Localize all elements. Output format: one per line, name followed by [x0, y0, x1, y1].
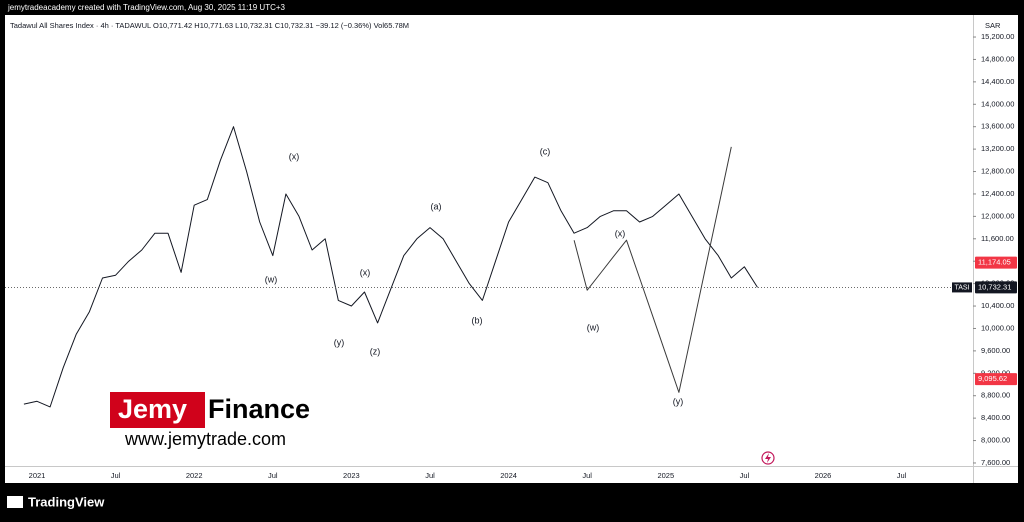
y-tick-label: 9,200.00: [981, 368, 1010, 377]
x-tick-label: 2025: [657, 471, 674, 480]
footer-brand: TradingView: [28, 494, 105, 509]
x-tick-label: Jul: [582, 471, 592, 480]
y-tick-label: 9,600.00: [981, 346, 1010, 355]
wave-label: (x): [615, 228, 626, 238]
y-tick-label: 8,800.00: [981, 391, 1010, 400]
price-tag: [975, 373, 1017, 386]
x-tick-label: Jul: [740, 471, 750, 480]
y-tick-label: 15,200.00: [981, 32, 1014, 41]
symbol-tag: [952, 282, 972, 293]
icon-ring: [761, 451, 775, 465]
wave-label: (x): [360, 267, 371, 277]
wave-label: (a): [431, 201, 442, 211]
chart-title: Tadawul All Shares Index · 4h · TADAWUL: [10, 21, 151, 30]
y-tick-label: 12,400.00: [981, 189, 1014, 198]
wave-label: (b): [472, 315, 483, 325]
wave-label: (y): [334, 337, 345, 347]
ohlc: O10,771.42 H10,771.63 L10,732.31 C10,732…: [153, 21, 409, 30]
y-axis-label: SAR: [985, 21, 1001, 30]
y-tick-label: 10,000.00: [981, 323, 1014, 332]
y-tick-label: 13,600.00: [981, 122, 1014, 131]
projection-line: [573, 146, 732, 393]
price-tag-label: 9,095.62: [978, 374, 1007, 383]
price-tag-label: 10,732.31: [978, 282, 1011, 291]
brand-box: [110, 392, 205, 428]
brand-first: Jemy: [118, 394, 187, 424]
wave-label: (y): [673, 396, 684, 406]
price-tag-label: 11,174.05: [978, 258, 1011, 267]
x-tick-label: 2021: [29, 471, 46, 480]
footer: TradingView: [7, 494, 105, 509]
y-tick-label: 7,600.00: [981, 458, 1010, 467]
y-tick-label: 13,200.00: [981, 144, 1014, 153]
brand-url: www.jemytrade.com: [124, 429, 286, 449]
x-tick-label: 2024: [500, 471, 517, 480]
x-tick-label: Jul: [111, 471, 121, 480]
y-tick-label: 10,400.00: [981, 301, 1014, 310]
wave-label: (z): [370, 346, 381, 356]
wave-label: (c): [540, 146, 551, 156]
icon-bolt: [765, 453, 771, 463]
wave-label: (w): [265, 274, 278, 284]
x-tick-label: Jul: [897, 471, 907, 480]
y-tick-label: 8,400.00: [981, 413, 1010, 422]
y-tick-label: 8,000.00: [981, 436, 1010, 445]
wave-label: (x): [289, 151, 300, 161]
y-tick-label: 12,800.00: [981, 167, 1014, 176]
wave-label: (w): [587, 322, 600, 332]
price-tag: [975, 256, 1017, 269]
x-tick-label: 2023: [343, 471, 360, 480]
x-tick-label: 2026: [815, 471, 832, 480]
y-tick-label: 14,000.00: [981, 99, 1014, 108]
x-tick-label: 2022: [186, 471, 203, 480]
symbol-tag-label: TASI: [954, 284, 969, 291]
lightning-icon: [761, 451, 775, 465]
x-tick-label: Jul: [425, 471, 435, 480]
y-tick-label: 11,600.00: [981, 234, 1014, 243]
tv-logo: [7, 496, 23, 508]
x-tick-label: Jul: [268, 471, 278, 480]
brand: Jemy Finance www.jemytrade.com: [110, 392, 310, 449]
y-tick-label: 14,400.00: [981, 77, 1014, 86]
price-tag: [975, 281, 1017, 294]
price-line: [23, 126, 758, 408]
y-tick-label: 14,800.00: [981, 54, 1014, 63]
header: jemytradeacademy created with TradingVie…: [7, 3, 286, 12]
y-tick-label: 12,000.00: [981, 211, 1014, 220]
brand-second: Finance: [208, 394, 310, 424]
